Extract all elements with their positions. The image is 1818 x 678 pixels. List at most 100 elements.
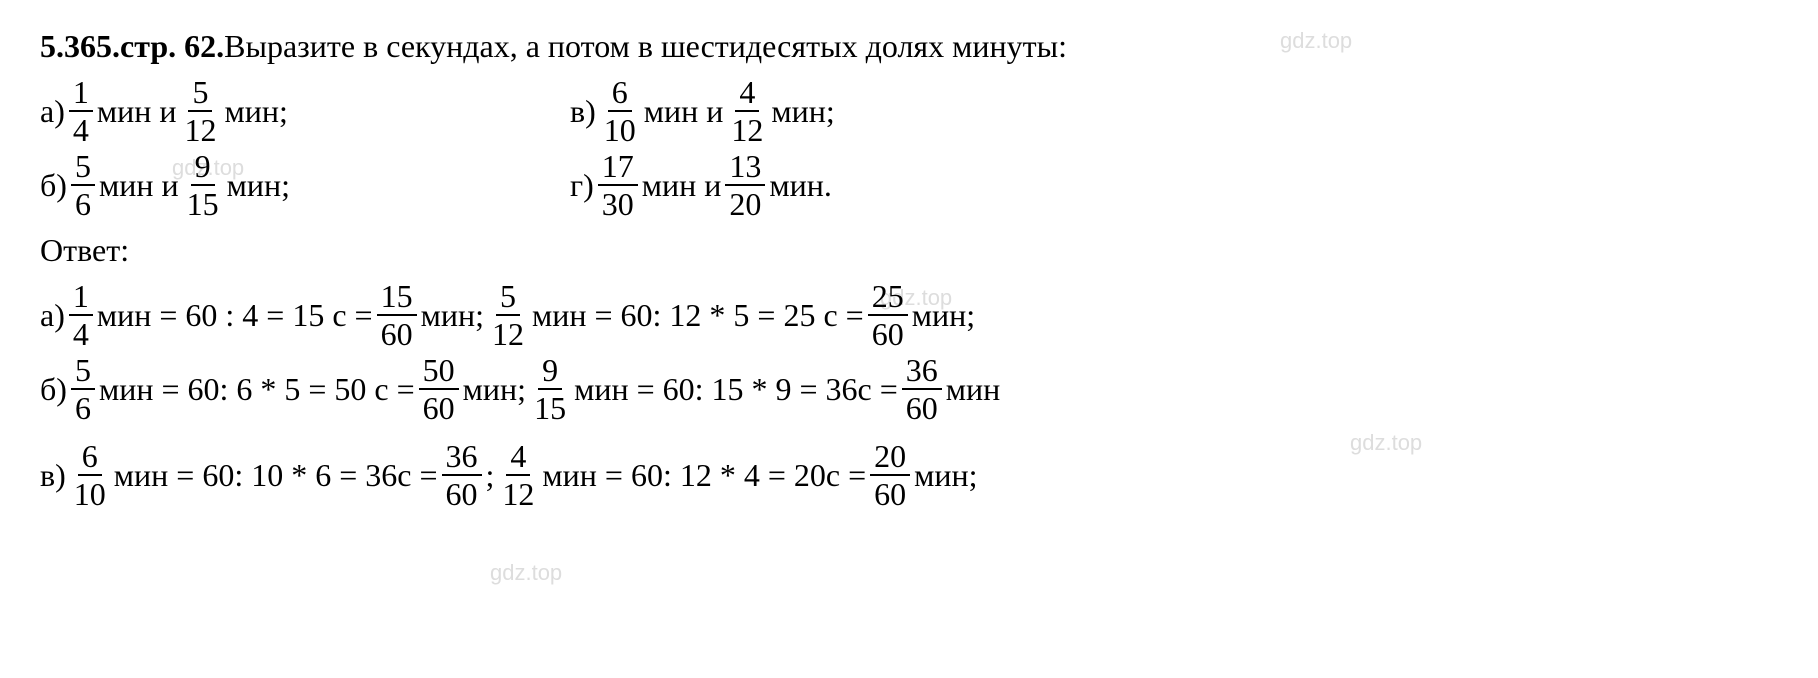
fraction: 1 4 <box>69 280 93 350</box>
numerator: 20 <box>870 440 910 476</box>
numerator: 4 <box>735 76 759 112</box>
problem-b: б) 5 6 мин и 9 15 мин; <box>40 150 570 220</box>
problem-a: a) 1 4 мин и 5 12 мин; <box>40 76 570 146</box>
problem-row-2: б) 5 6 мин и 9 15 мин; г) 17 30 мин и 13… <box>40 150 1778 220</box>
answer-b: б) 5 6 мин = 60: 6 * 5 = 50 с = 50 60 ми… <box>40 354 1778 424</box>
denominator: 15 <box>183 186 223 220</box>
text: мин и <box>642 167 722 204</box>
fraction: 4 12 <box>727 76 767 146</box>
numerator: 5 <box>71 150 95 186</box>
answer-label-line: Ответ: <box>40 224 1778 276</box>
denominator: 60 <box>868 316 908 350</box>
text: мин = 60: 15 * 9 = 36с = <box>574 371 898 408</box>
fraction: 5 12 <box>488 280 528 350</box>
denominator: 6 <box>71 390 95 424</box>
text: ; <box>486 457 495 494</box>
denominator: 12 <box>498 476 538 510</box>
fraction: 25 60 <box>868 280 908 350</box>
denominator: 60 <box>377 316 417 350</box>
numerator: 36 <box>902 354 942 390</box>
denominator: 4 <box>69 112 93 146</box>
denominator: 10 <box>70 476 110 510</box>
numerator: 13 <box>725 150 765 186</box>
numerator: 1 <box>69 76 93 112</box>
answer-a-label: а) <box>40 297 65 334</box>
denominator: 12 <box>180 112 220 146</box>
numerator: 9 <box>191 150 215 186</box>
text: мин = 60: 6 * 5 = 50 с = <box>99 371 415 408</box>
answer-label: Ответ: <box>40 232 129 269</box>
fraction: 50 60 <box>419 354 459 424</box>
denominator: 12 <box>727 112 767 146</box>
text: мин и <box>99 167 179 204</box>
denominator: 12 <box>488 316 528 350</box>
fraction: 36 60 <box>442 440 482 510</box>
text: мин и <box>97 93 177 130</box>
problem-number: 5.365. <box>40 28 120 65</box>
denominator: 10 <box>600 112 640 146</box>
answer-a: а) 1 4 мин = 60 : 4 = 15 с = 15 60 мин; … <box>40 280 1778 350</box>
fraction: 1 4 <box>69 76 93 146</box>
fraction: 9 15 <box>530 354 570 424</box>
numerator: 17 <box>598 150 638 186</box>
numerator: 6 <box>78 440 102 476</box>
text: мин; <box>227 167 290 204</box>
fraction: 17 30 <box>598 150 638 220</box>
text: мин; <box>421 297 484 334</box>
problem-v-label: в) <box>570 93 596 130</box>
problem-b-label: б) <box>40 167 67 204</box>
page-ref: стр. 62. <box>120 28 224 65</box>
numerator: 36 <box>442 440 482 476</box>
fraction: 20 60 <box>870 440 910 510</box>
text: мин. <box>769 167 832 204</box>
answer-v: в) 6 10 мин = 60: 10 * 6 = 36с = 36 60 ;… <box>40 440 1778 510</box>
denominator: 6 <box>71 186 95 220</box>
text: мин = 60: 12 * 5 = 25 с = <box>532 297 864 334</box>
fraction: 5 6 <box>71 150 95 220</box>
text: мин = 60 : 4 = 15 с = <box>97 297 373 334</box>
watermark: gdz.top <box>490 560 562 586</box>
numerator: 4 <box>506 440 530 476</box>
text: мин = 60: 10 * 6 = 36с = <box>114 457 438 494</box>
text: мин; <box>463 371 526 408</box>
header-line: 5.365. стр. 62. Выразите в секундах, а п… <box>40 20 1778 72</box>
denominator: 60 <box>442 476 482 510</box>
fraction: 6 10 <box>600 76 640 146</box>
text: мин; <box>914 457 977 494</box>
answer-b-label: б) <box>40 371 67 408</box>
denominator: 4 <box>69 316 93 350</box>
text: мин; <box>224 93 287 130</box>
problem-g-label: г) <box>570 167 594 204</box>
numerator: 5 <box>188 76 212 112</box>
denominator: 60 <box>902 390 942 424</box>
denominator: 15 <box>530 390 570 424</box>
text: мин и <box>644 93 724 130</box>
problem-a-label: a) <box>40 93 65 130</box>
fraction: 5 6 <box>71 354 95 424</box>
text: мин; <box>771 93 834 130</box>
numerator: 25 <box>868 280 908 316</box>
denominator: 60 <box>870 476 910 510</box>
problem-g: г) 17 30 мин и 13 20 мин. <box>570 150 832 220</box>
text: мин <box>946 371 1001 408</box>
text: мин = 60: 12 * 4 = 20с = <box>542 457 866 494</box>
fraction: 5 12 <box>180 76 220 146</box>
denominator: 30 <box>598 186 638 220</box>
text: мин; <box>912 297 975 334</box>
fraction: 6 10 <box>70 440 110 510</box>
fraction: 13 20 <box>725 150 765 220</box>
numerator: 6 <box>608 76 632 112</box>
fraction: 36 60 <box>902 354 942 424</box>
numerator: 15 <box>377 280 417 316</box>
numerator: 5 <box>496 280 520 316</box>
problem-v: в) 6 10 мин и 4 12 мин; <box>570 76 835 146</box>
numerator: 50 <box>419 354 459 390</box>
problem-row-1: a) 1 4 мин и 5 12 мин; в) 6 10 мин и 4 1… <box>40 76 1778 146</box>
numerator: 5 <box>71 354 95 390</box>
numerator: 9 <box>538 354 562 390</box>
fraction: 15 60 <box>377 280 417 350</box>
denominator: 20 <box>725 186 765 220</box>
denominator: 60 <box>419 390 459 424</box>
header-text: Выразите в секундах, а потом в шестидеся… <box>224 28 1067 65</box>
fraction: 4 12 <box>498 440 538 510</box>
